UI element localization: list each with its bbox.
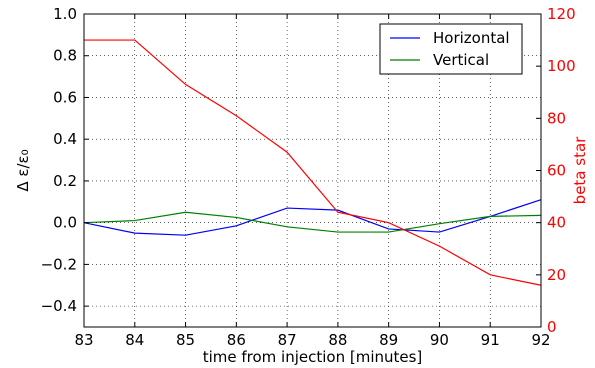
y-right-tick-label: 120 [547,5,576,23]
series-line-vertical [83,211,542,233]
y-right-tick-label: 20 [547,266,566,284]
y-right-tick-label: 40 [547,214,566,232]
series-line-horizontal [83,199,542,236]
y-right-tick-label: 80 [547,109,566,127]
x-tick-label: 83 [74,331,93,349]
y-right-tick-label: 60 [547,162,566,180]
x-tick-label: 86 [227,331,246,349]
x-tick-label: 84 [125,331,144,349]
y-left-tick-label: 0.8 [53,47,77,65]
legend-box [379,23,523,75]
x-tick-label: 87 [278,331,297,349]
y-right-tick-label: 0 [547,318,557,336]
right-y-axis: 0 20 40 60 80 100 120 [536,5,576,336]
legend-label-horizontal: Horizontal [433,29,510,47]
x-axis: 83 84 85 86 87 88 89 90 91 92 [74,14,551,349]
x-tick-label: 90 [430,331,449,349]
x-tick-label: 92 [531,331,550,349]
y-left-tick-label: 0.2 [53,172,77,190]
y-left-tick-label: 1.0 [53,5,77,23]
x-tick-label: 91 [481,331,500,349]
left-y-axis: −0.4 −0.2 0.0 0.2 0.4 0.6 0.8 1.0 [41,5,89,315]
y-left-tick-label: −0.4 [41,297,77,315]
x-tick-label: 85 [176,331,195,349]
left-y-axis-title: Δ ε/ε₀ [14,149,32,191]
y-left-tick-label: −0.2 [41,255,77,273]
right-y-axis-title: beta star [571,136,589,204]
series-line-beta-star [84,39,542,286]
x-axis-title: time from injection [minutes] [203,348,423,366]
legend-label-vertical: Vertical [433,51,489,69]
series-layer [83,39,542,286]
x-tick-label: 89 [379,331,398,349]
x-tick-label: 88 [328,331,347,349]
y-left-tick-label: 0.6 [53,88,77,106]
legend: Horizontal Vertical [379,23,523,75]
y-right-tick-label: 100 [547,57,576,75]
y-left-tick-label: 0.0 [53,214,77,232]
y-left-tick-label: 0.4 [53,130,77,148]
